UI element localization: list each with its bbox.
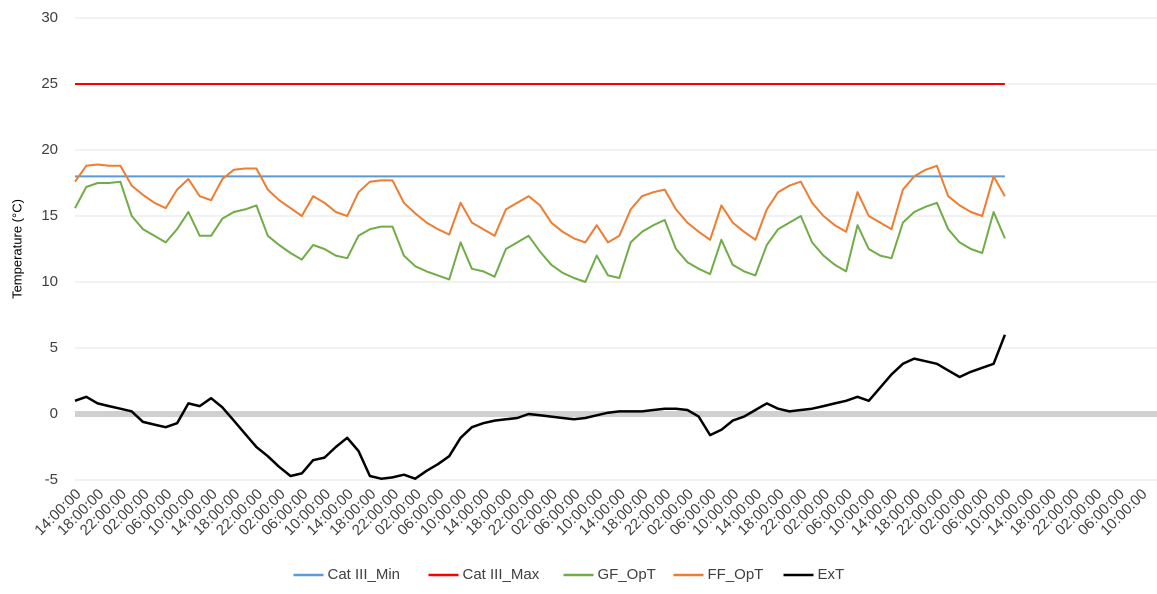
y-tick-label: 0 — [50, 405, 58, 422]
y-tick-label: 10 — [41, 273, 58, 290]
legend-label: Cat III_Min — [328, 566, 401, 583]
y-tick-label: 20 — [41, 141, 58, 158]
y-tick-label: 5 — [50, 339, 58, 356]
y-axis-title: Temperature (°C) — [9, 199, 24, 299]
y-tick-label: -5 — [45, 471, 58, 488]
legend-label: Cat III_Max — [463, 566, 540, 583]
series-line — [74, 334, 1007, 480]
series-line — [74, 163, 1006, 244]
legend-label: ExT — [818, 566, 845, 583]
series-line — [74, 180, 1006, 283]
y-tick-label: 25 — [41, 75, 58, 92]
y-tick-label: 30 — [41, 9, 58, 26]
legend-label: GF_OpT — [598, 566, 656, 583]
y-tick-label: 15 — [41, 207, 58, 224]
legend-label: FF_OpT — [708, 566, 764, 583]
